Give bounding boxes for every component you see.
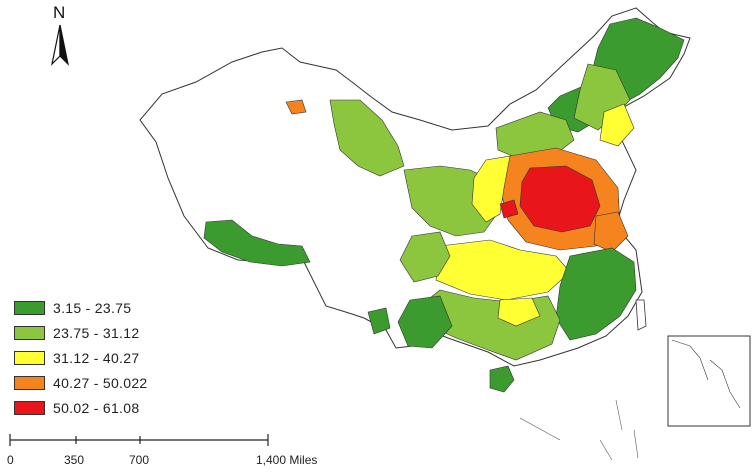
legend-label: 31.12 - 40.27 (53, 350, 140, 366)
scale-label-1400-miles: 1,400 Miles (256, 453, 318, 467)
legend-swatch-3 (14, 351, 45, 365)
inset-map-box (667, 335, 751, 427)
legend-label: 40.27 - 50.022 (53, 375, 148, 391)
region-mongolia (329, 99, 405, 177)
region-southwest (397, 295, 453, 349)
region-yellow-band-2 (435, 239, 571, 301)
legend-label: 50.02 - 61.08 (53, 400, 140, 416)
legend-label: 23.75 - 31.12 (53, 325, 140, 341)
region-red-core (519, 165, 601, 233)
region-hainan (489, 365, 515, 393)
region-orange-east (593, 211, 629, 253)
inset-coastline (671, 339, 741, 409)
scale-label-700: 700 (129, 453, 150, 467)
scale-bar (9, 434, 269, 446)
region-taiwan (635, 299, 647, 331)
legend-label: 3.15 - 23.75 (53, 300, 132, 316)
region-yunnan (367, 307, 391, 335)
region-southeast (555, 247, 637, 341)
region-south-yellow (497, 297, 541, 327)
region-tibet (203, 219, 311, 267)
legend-item: 23.75 - 31.12 (14, 322, 148, 344)
north-label: N (53, 3, 66, 22)
legend-item: 3.15 - 23.75 (14, 297, 148, 319)
region-red-small (499, 199, 519, 219)
legend-swatch-2 (14, 326, 45, 340)
region-west-orange (285, 99, 307, 115)
region-north-yellow (599, 103, 635, 147)
south-sea-lines (519, 399, 639, 461)
legend-item: 50.02 - 61.08 (14, 397, 148, 419)
legend-item: 31.12 - 40.27 (14, 347, 148, 369)
legend-swatch-4 (14, 376, 45, 390)
legend-item: 40.27 - 50.022 (14, 372, 148, 394)
scale-label-0: 0 (7, 453, 14, 467)
scale-label-350: 350 (64, 453, 85, 467)
legend-swatch-5 (14, 401, 45, 415)
north-arrow-icon (51, 24, 69, 66)
region-west-central (399, 231, 451, 283)
legend-swatch-1 (14, 301, 45, 315)
legend: 3.15 - 23.75 23.75 - 31.12 31.12 - 40.27… (14, 297, 148, 422)
